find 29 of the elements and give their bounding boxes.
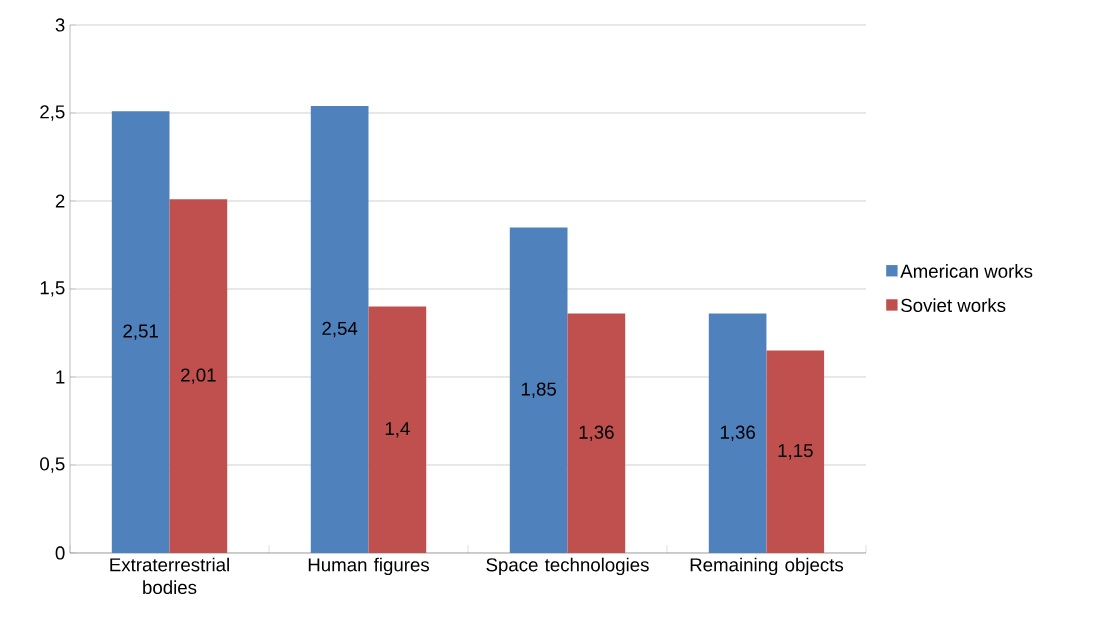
data-label: 1,36 [720, 425, 755, 442]
legend-label: Soviet works [901, 298, 1006, 313]
y-tick-label: 0,5 [40, 457, 65, 473]
legend-label: American works [900, 264, 1033, 278]
y-tick-label: 1 [56, 370, 65, 384]
bar [567, 313, 626, 553]
x-tick-label: Remaining objects [690, 557, 844, 576]
data-label: 1,4 [385, 422, 410, 438]
data-label: 2,54 [322, 321, 358, 338]
data-label: 1,85 [521, 382, 557, 398]
bar [368, 306, 427, 553]
data-label: 2,51 [123, 324, 158, 340]
y-tick-label: 2,5 [40, 105, 65, 121]
y-tick-label: 0 [55, 546, 65, 560]
bar [509, 227, 568, 553]
x-tick-label: Space technologies [486, 557, 649, 576]
data-label: 1,15 [778, 444, 813, 460]
bar [111, 111, 170, 553]
bar [708, 313, 767, 553]
y-tick-label: 2 [55, 194, 65, 208]
x-tick-label: Human figures [308, 557, 430, 576]
data-label: 2,01 [181, 368, 216, 384]
bar [169, 199, 228, 553]
data-label: 1,36 [579, 425, 614, 442]
bar [766, 350, 825, 553]
y-tick-label: 1,5 [40, 281, 65, 297]
x-tick-label: Extraterrestrial bodies [110, 557, 229, 595]
bar [310, 105, 369, 553]
y-tick-label: 3 [55, 18, 65, 32]
